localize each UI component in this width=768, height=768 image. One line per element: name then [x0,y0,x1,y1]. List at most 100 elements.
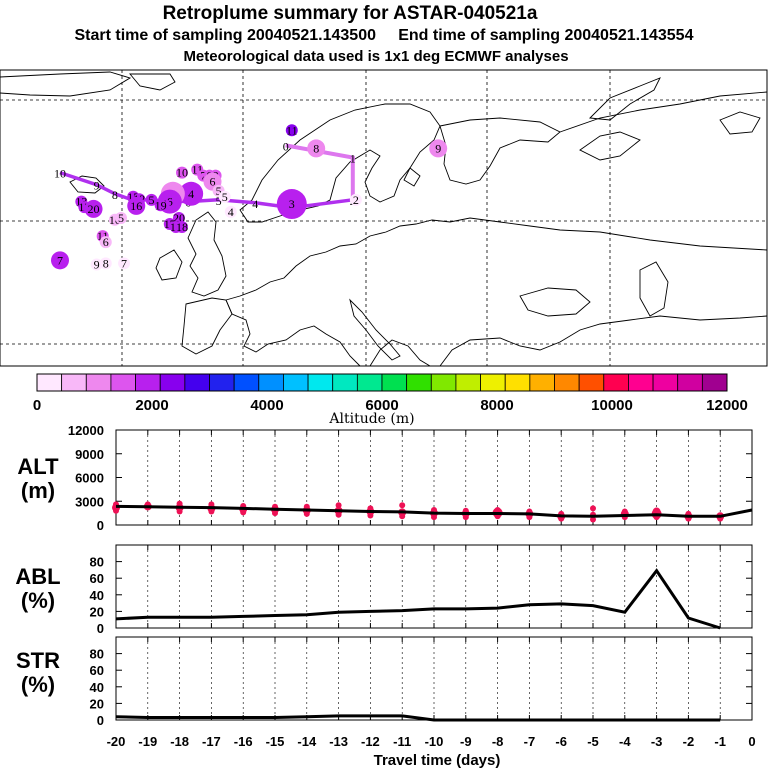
cluster-marker [84,199,103,218]
colorbar-tick-label: 10000 [591,397,633,414]
cluster-marker [285,124,298,137]
colorbar-tick-label: 4000 [250,397,283,414]
colorbar-box [652,373,679,392]
y-tick-label: 6000 [75,471,104,486]
trajectory-day-label: 10 [54,167,66,181]
altitude-point [367,512,374,519]
trajectory-day-label: 8 [112,188,118,202]
colorbar-box [283,373,309,392]
colorbar-box [701,373,728,392]
altitude-point [494,506,501,513]
colorbar-box [554,373,580,392]
cluster-label: 10 [176,166,188,180]
colorbar-box [603,373,629,392]
cluster-label: 5 [216,184,222,198]
colorbar-box [135,373,161,392]
colorbar-tick-label: 6000 [365,397,398,414]
altitude-colorbar: 0 2000 4000 6000 8000 10000 12000 Altitude (m) [33,373,748,427]
cluster-label: 7 [200,169,206,183]
y-tick-label: 20 [90,696,104,711]
cluster-marker [99,257,112,270]
x-axis-label: Travel time (days) [374,752,501,768]
cluster-marker [90,258,103,271]
map-frame [0,69,768,367]
trajectory-day-label: 5 [216,194,222,208]
cluster-marker [176,221,188,234]
x-tick-label: -10 [425,734,444,749]
colorbar-tick-label: 0 [33,397,41,414]
colorbar-box [455,373,481,392]
cluster-marker [99,236,112,249]
str-line [115,714,721,722]
altitude-point [272,510,278,517]
cluster-marker [276,189,307,220]
graticule [0,70,767,366]
y-axis-label: ABL [15,564,60,589]
abl-line [115,568,721,630]
map-panel: 1098765432101011708654455644332151216191… [0,69,768,367]
cluster-label: 6 [103,235,109,249]
cluster-label: 4 [188,187,194,201]
y-axis-label: (m) [21,478,55,503]
x-tick-label: -15 [266,734,285,749]
cluster-label: 19 [155,198,167,212]
x-tick-label: -14 [297,734,317,749]
y-tick-label: 40 [90,588,104,603]
cluster-marker [115,211,127,224]
y-tick-label: 9000 [75,447,104,462]
altitude-point [335,502,342,509]
altitude-point [590,516,596,523]
colorbar-box [85,373,112,392]
x-tick-label: -16 [234,734,253,749]
colorbar-frame [36,373,728,392]
y-tick-label: 40 [90,680,104,695]
colorbar-box [529,373,555,392]
cluster-label: 6 [167,195,173,209]
colorbar-tick-label: 12000 [706,397,748,414]
x-tick-label: -2 [683,734,695,749]
colorbar-box [430,373,457,392]
colorbar-tick-labels: 0 2000 4000 6000 8000 10000 12000 [33,397,748,414]
colorbar-tick-label: 2000 [135,397,168,414]
y-tick-label: 60 [90,571,104,586]
cluster-label: 8 [313,141,319,155]
colorbar-box [332,373,358,392]
altitude-point [526,514,533,521]
y-tick-label: 3000 [75,494,104,509]
met-data-note: Meteorological data used is 1x1 deg ECMW… [183,48,568,65]
colorbar-box [61,373,87,392]
cluster-marker [218,190,231,203]
cluster-marker [307,139,326,158]
altitude-point [590,505,596,512]
x-tick-label: -13 [329,734,348,749]
y-tick-label: 20 [90,604,104,619]
cluster-marker [224,205,237,218]
colorbar-label: Altitude (m) [328,411,414,427]
colorbar-box [677,373,703,392]
sampling-times: Start time of sampling 20040521.143500 E… [75,27,694,44]
x-tick-label: -4 [619,734,631,749]
x-tick-label: -9 [460,734,472,749]
cluster-label: 3 [289,197,295,211]
x-tick-label: -19 [138,734,157,749]
x-tick-label: -1 [714,734,726,749]
x-tick-label: -11 [393,734,411,749]
colorbar-box [233,373,260,392]
colorbar-box [209,373,235,392]
trajectory-day-label: 9 [94,179,100,193]
cluster-label: 9 [435,141,441,155]
colorbar-tick-label: 8000 [480,397,513,414]
colorbar-box [159,373,186,392]
cluster-label: 11 [191,163,203,177]
altitude-point [240,509,247,516]
altitude-line [115,504,753,518]
x-tick-label: -7 [524,734,536,749]
cluster-label: 9 [94,258,100,272]
colorbar-box [184,373,210,392]
cluster-marker [349,193,362,206]
cluster-label: 4 [228,205,234,219]
y-axis-label: ALT [17,454,59,479]
y-axis-label: (%) [21,672,55,697]
